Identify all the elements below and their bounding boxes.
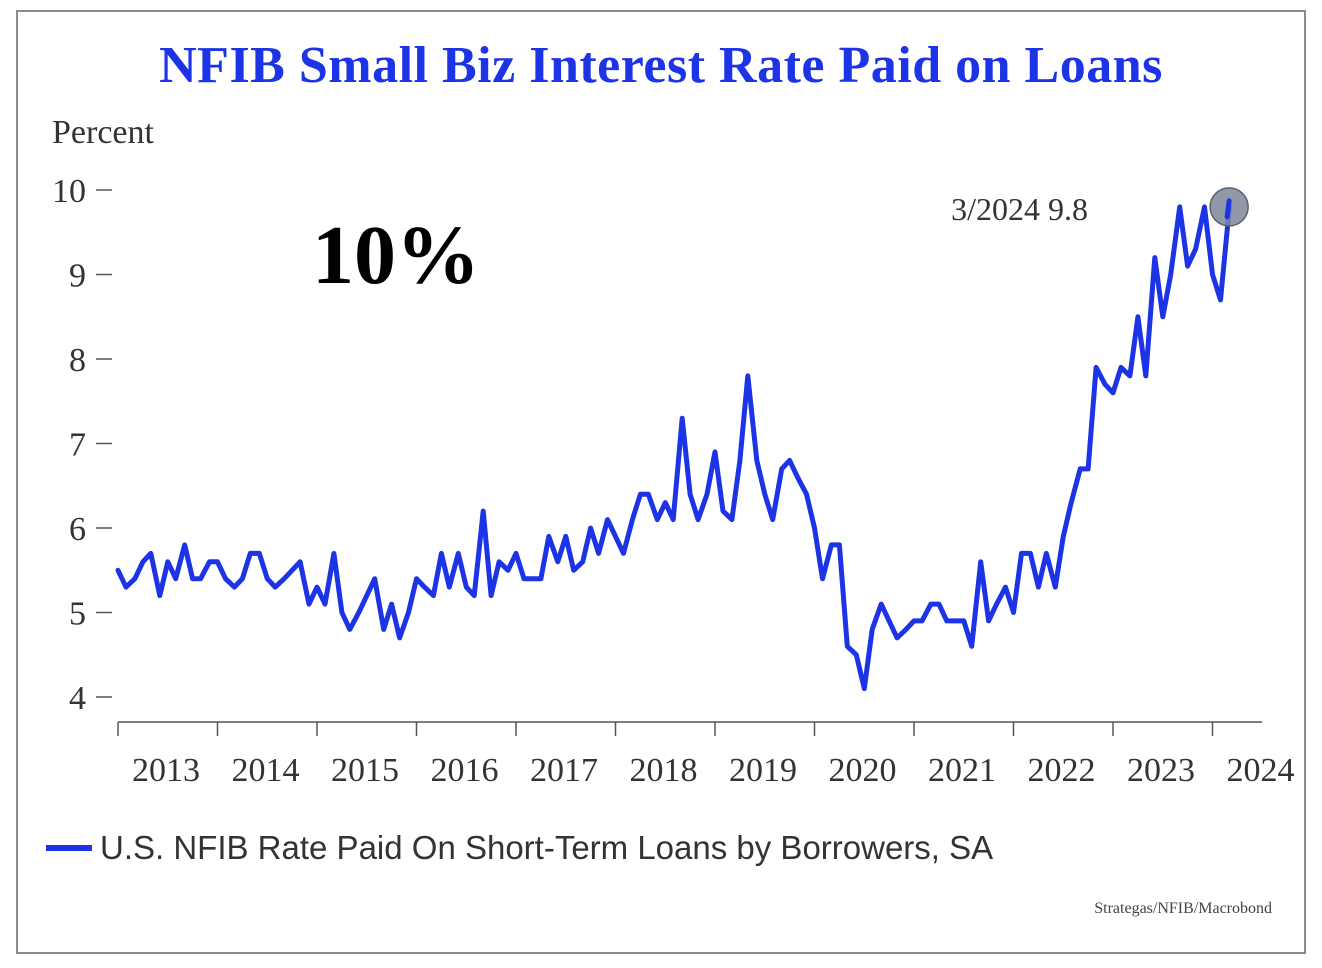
y-tick-label: 9 [69, 258, 86, 295]
y-axis-label: Percent [52, 114, 154, 151]
series-layer [115, 204, 1232, 692]
legend: U.S. NFIB Rate Paid On Short-Term Loans … [46, 826, 993, 870]
legend-label: U.S. NFIB Rate Paid On Short-Term Loans … [100, 829, 994, 866]
x-tick-label: 2023 [1127, 752, 1195, 789]
x-tick-label: 2021 [928, 752, 996, 789]
chart-title: NFIB Small Biz Interest Rate Paid on Loa… [159, 37, 1163, 94]
x-tick-label: 2014 [232, 752, 300, 789]
annotation-marker-line [1224, 198, 1232, 220]
legend-swatch [46, 845, 92, 851]
highlight-note: 10% [312, 209, 480, 302]
y-tick-label: 10 [52, 173, 86, 210]
annotation-layer: 3/2024 9.8 [951, 187, 1249, 227]
y-tick-label: 5 [69, 596, 86, 633]
x-tick-label: 2019 [729, 752, 797, 789]
chart-frame [16, 10, 1306, 954]
axes: 2013 2014 2015 2016 2017 2018 2019 2020 2021 2022… [52, 173, 1295, 789]
source-credit: Strategas/NFIB/Macrobond [1094, 900, 1272, 917]
y-tick-label: 4 [69, 680, 86, 717]
annotation-label: 3/2024 9.8 [951, 191, 1088, 227]
x-tick-label: 2015 [331, 752, 399, 789]
x-tick-label: 2022 [1028, 752, 1096, 789]
x-tick-label: 2016 [431, 752, 499, 789]
series-line-0 [115, 204, 1232, 692]
y-tick-label: 7 [69, 427, 86, 464]
x-tick-label: 2013 [132, 752, 200, 789]
x-tick-label: 2017 [530, 752, 598, 789]
x-tick-label: 2018 [630, 752, 698, 789]
y-tick-label: 8 [69, 342, 86, 379]
x-tick-label: 2024 [1227, 752, 1295, 789]
x-tick-label: 2020 [829, 752, 897, 789]
y-tick-label: 6 [69, 511, 86, 548]
